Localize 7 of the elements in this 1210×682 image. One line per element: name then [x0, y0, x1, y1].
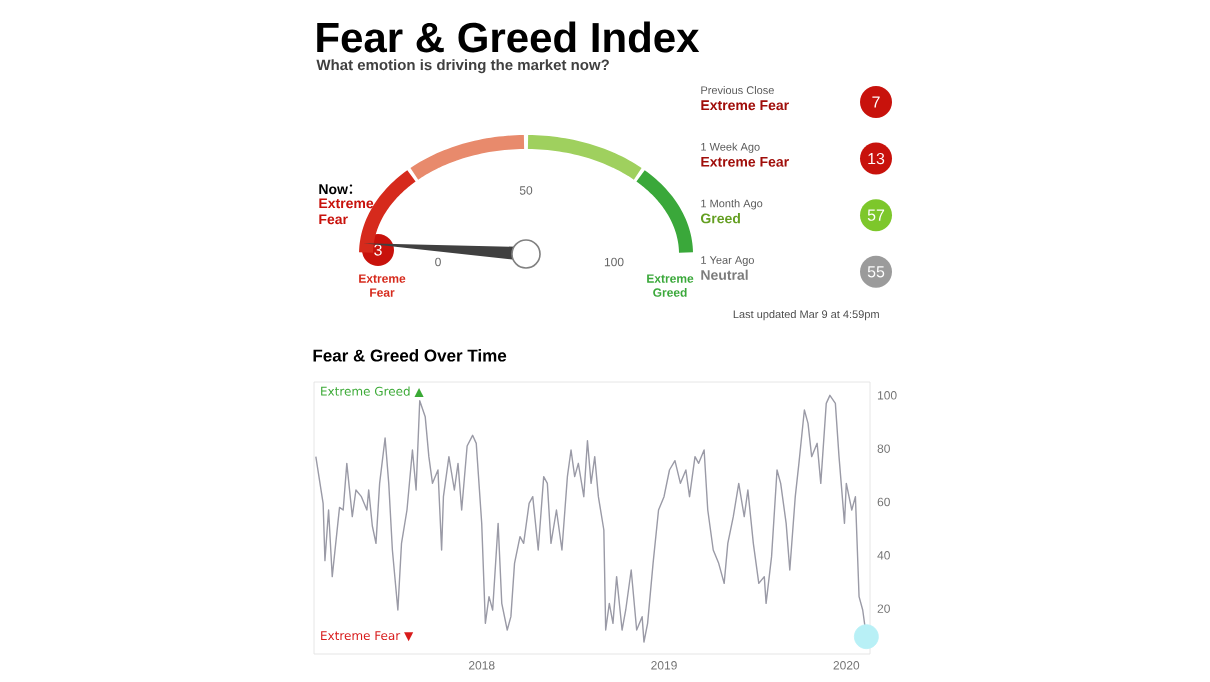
data-label: 13: [868, 152, 885, 165]
chart-title: Fear & Greed Over Time: [313, 349, 507, 362]
text: Fear & Greed Index: [317, 21, 700, 53]
data-label: 57: [867, 209, 885, 221]
data-label: 55: [867, 266, 885, 278]
data-label: 7: [872, 96, 880, 108]
data-label: 3: [374, 244, 382, 256]
